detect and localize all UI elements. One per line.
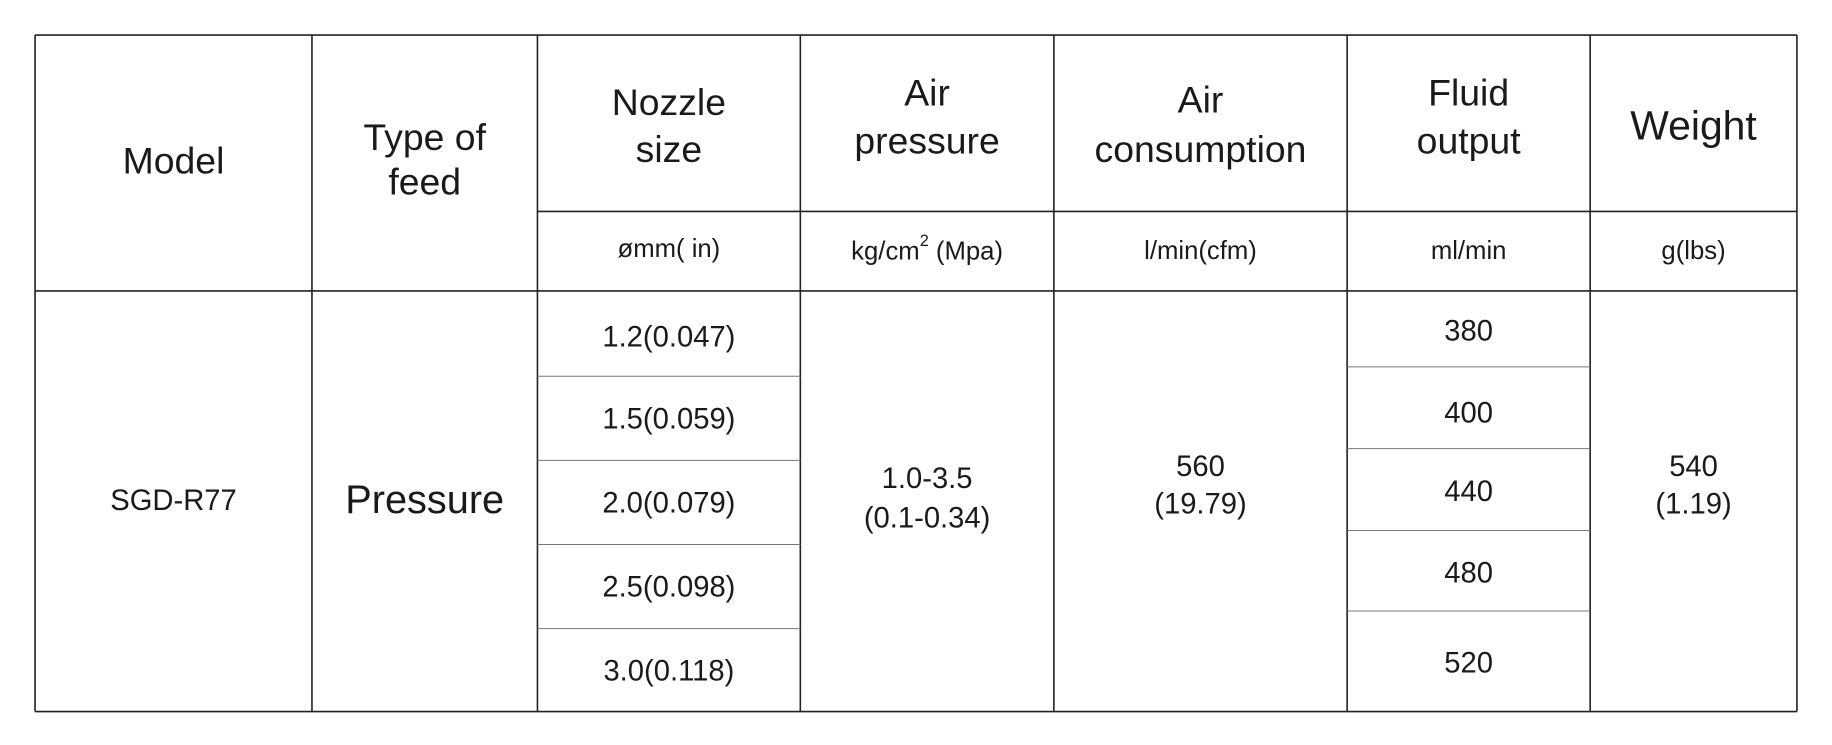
header-text: Model (123, 139, 225, 181)
air-consumption-cell: (19.79) (1154, 489, 1246, 521)
model-cell: SGD-R77 (110, 485, 237, 517)
header-text: feed (388, 160, 461, 202)
header-text: Nozzle (612, 81, 726, 123)
unit-text: ml/min (1431, 237, 1507, 265)
unit-text: ømm( in) (618, 235, 721, 263)
unit-text: kg/cm2 (Mpa) (851, 232, 1003, 265)
nozzle-size-cell: 1.2(0.047) (602, 322, 735, 354)
header-text: Air (1178, 79, 1224, 121)
feed-cell: Pressure (345, 478, 504, 522)
nozzle-size-cell: 1.5(0.059) (602, 403, 735, 435)
unit-base: kg/cm (851, 237, 920, 265)
weight-cell: (1.19) (1655, 489, 1731, 521)
fluid-output-cell: 480 (1444, 558, 1493, 590)
header-text: Air (904, 72, 950, 114)
fluid-output-cell: 440 (1444, 476, 1493, 508)
air-pressure-cell: (0.1-0.34) (864, 503, 991, 535)
unit-suffix: (Mpa) (929, 237, 1003, 265)
air-pressure-cell: 1.0-3.5 (882, 463, 973, 495)
header-text: size (636, 128, 702, 170)
unit-text: l/min(cfm) (1144, 237, 1257, 265)
nozzle-size-cell: 3.0(0.118) (603, 656, 734, 688)
air-consumption-cell: 560 (1176, 451, 1225, 483)
header-text: consumption (1095, 128, 1307, 170)
fluid-output-cell: 400 (1444, 397, 1493, 429)
nozzle-size-cell: 2.0(0.079) (602, 487, 735, 519)
fluid-output-cell: 380 (1444, 316, 1493, 348)
header-text: pressure (854, 120, 999, 162)
header-text: Weight (1630, 102, 1757, 148)
header-text: Fluid (1428, 72, 1509, 114)
header-text: Type of (363, 116, 486, 158)
header-text: output (1417, 120, 1522, 162)
unit-superscript: 2 (920, 232, 929, 250)
nozzle-size-cell: 2.5(0.098) (602, 572, 735, 604)
unit-text: g(lbs) (1661, 237, 1725, 265)
weight-cell: 540 (1669, 451, 1718, 483)
fluid-output-cell: 520 (1444, 648, 1493, 680)
